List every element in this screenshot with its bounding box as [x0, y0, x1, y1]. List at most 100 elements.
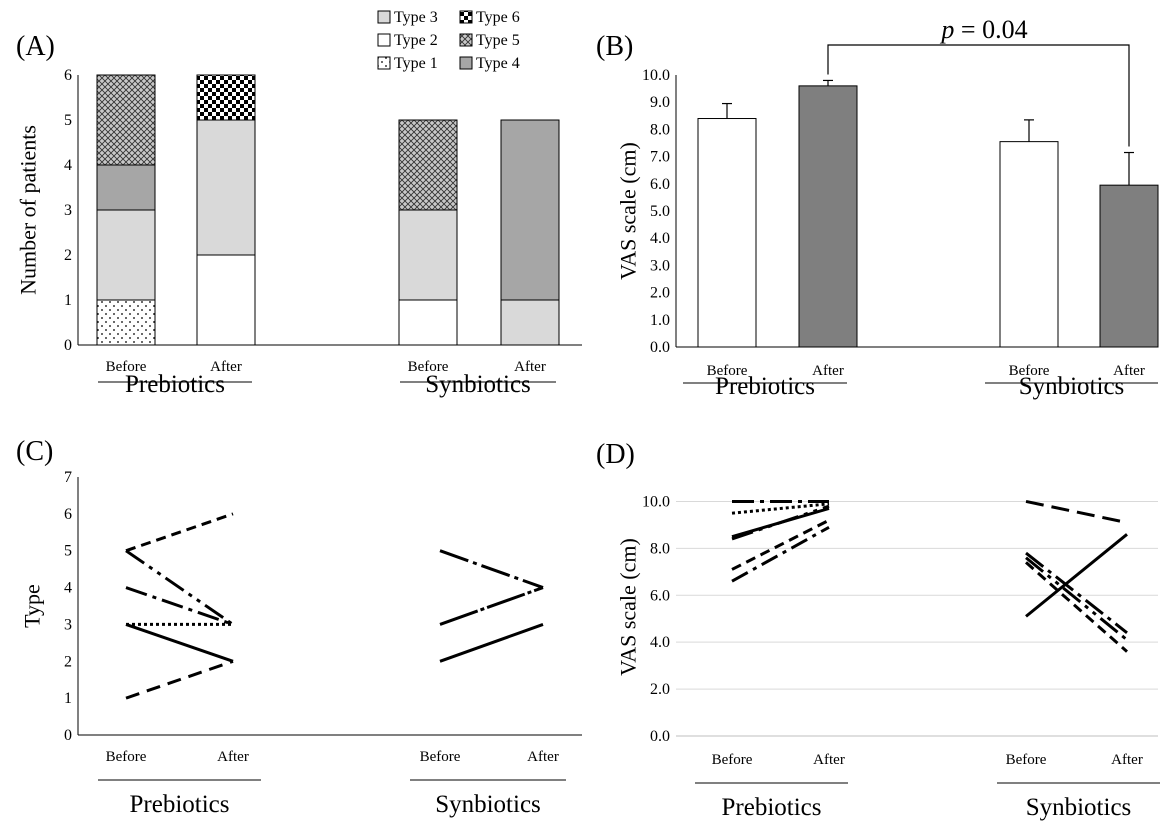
bar-segment-type-4: [96, 164, 156, 211]
x-category-label: Before: [712, 752, 753, 768]
bar-segment-type-5: [398, 119, 458, 211]
y-tick-label: 6: [64, 506, 72, 523]
p-value-annotation: p = 0.04: [939, 15, 1027, 44]
bar: [798, 85, 858, 348]
y-tick-label: 0.0: [650, 728, 670, 745]
legend-swatch: [377, 10, 391, 24]
group-label: Prebiotics: [722, 794, 822, 821]
legend-swatch: [459, 56, 473, 70]
y-tick-label: 6: [64, 67, 72, 84]
x-category-label: Before: [106, 359, 147, 375]
x-category-label: After: [217, 749, 249, 765]
y-tick-label: 2.0: [650, 285, 670, 302]
bar-segment-type-1: [96, 299, 156, 346]
legend-label: Type 1: [394, 55, 438, 72]
y-tick-label: 4: [64, 157, 72, 174]
bar-segment-type-5: [96, 74, 156, 166]
panel-b: (B) 0.0 1.0 2.0 3.0 4.0 5.0 6.0 7.0 8.0 9.0 10.0 VAS…: [596, 15, 1159, 400]
series-line: [731, 525, 830, 583]
bar-segment-type-3: [196, 119, 256, 256]
x-category-label: Before: [408, 359, 449, 375]
series-line: [1025, 533, 1128, 618]
x-category-label: After: [1113, 363, 1145, 379]
group-label: Synbiotics: [435, 791, 541, 818]
series-line: [731, 518, 830, 571]
series-line: [125, 549, 234, 626]
bar-segment-type-4: [500, 119, 560, 301]
series-line: [731, 502, 830, 515]
y-axis-title: Type: [20, 584, 45, 628]
series-line: [125, 659, 234, 700]
legend-label: Type 6: [476, 9, 520, 26]
group-label: Prebiotics: [130, 791, 230, 818]
panel-a: (A) 0 1 2 3 4 5 6 Number of patients Before After B…: [16, 9, 582, 398]
group-label: Prebiotics: [715, 373, 815, 400]
x-category-label: Before: [1006, 752, 1047, 768]
bar-segment-type-6: [196, 74, 256, 121]
x-category-label: Before: [420, 749, 461, 765]
panel-label: (D): [596, 439, 635, 470]
y-tick-label: 1: [64, 292, 72, 309]
y-tick-label: 1: [64, 690, 72, 707]
group-label: Prebiotics: [125, 371, 225, 398]
panel-label: (B): [596, 31, 633, 62]
x-category-label: After: [210, 359, 242, 375]
y-tick-label: 7.0: [650, 149, 670, 166]
y-tick-label: 2: [64, 247, 72, 264]
x-category-label: After: [812, 363, 844, 379]
significance-bracket: [827, 44, 1130, 147]
x-category-label: After: [527, 749, 559, 765]
y-tick-label: 1.0: [650, 312, 670, 329]
panel-d: (D) 0.0 2.0 4.0 6.0 8.0 10.0 VAS scale (cm) Befo…: [596, 439, 1160, 821]
bar-segment-type-3: [500, 299, 560, 346]
bar-segment-type-3: [96, 209, 156, 301]
series-line: [1025, 499, 1128, 525]
legend-swatch: [459, 33, 473, 47]
y-tick-label: 7: [64, 469, 72, 486]
y-tick-label: 8.0: [650, 121, 670, 138]
bar-segment-type-3: [398, 209, 458, 301]
bar: [1099, 184, 1159, 348]
y-tick-label: 3: [64, 202, 72, 219]
legend-swatch: [377, 33, 391, 47]
group-label: Synbiotics: [425, 371, 531, 398]
legend-label: Type 4: [476, 55, 520, 72]
bar-segment-type-2: [398, 299, 458, 346]
bar: [999, 141, 1059, 348]
y-tick-label: 2.0: [650, 681, 670, 698]
y-tick-label: 5.0: [650, 203, 670, 220]
legend-label: Type 5: [476, 32, 520, 49]
legend-label: Type 3: [394, 9, 438, 26]
x-category-label: Before: [707, 363, 748, 379]
y-tick-label: 4: [64, 580, 72, 597]
y-axis-title: VAS scale (cm): [616, 538, 641, 676]
legend-swatch: [377, 56, 391, 70]
y-axis-title: VAS scale (cm): [616, 142, 641, 280]
x-category-label: After: [1111, 752, 1143, 768]
y-tick-label: 4.0: [650, 230, 670, 247]
group-label: Synbiotics: [1026, 794, 1132, 821]
y-tick-label: 0: [64, 337, 72, 354]
y-tick-label: 10.0: [642, 493, 670, 510]
y-axis-title: Number of patients: [16, 125, 41, 295]
y-tick-label: 0: [64, 727, 72, 744]
series-line: [1025, 551, 1128, 634]
panel-label: (A): [16, 31, 55, 62]
y-tick-label: 5: [64, 112, 72, 129]
series-line: [439, 623, 544, 663]
y-tick-label: 2: [64, 653, 72, 670]
x-category-label: Before: [1009, 363, 1050, 379]
y-tick-label: 3.0: [650, 257, 670, 274]
y-tick-label: 3: [64, 616, 72, 633]
x-category-label: After: [813, 752, 845, 768]
series-line: [125, 623, 234, 663]
x-category-label: Before: [106, 749, 147, 765]
y-tick-label: 10.0: [642, 67, 670, 84]
series-line: [125, 586, 234, 626]
series-line: [439, 586, 544, 626]
series-line: [125, 512, 234, 553]
bar-segment-type-2: [196, 254, 256, 346]
p-value-symbol: p: [939, 15, 954, 44]
y-tick-label: 0.0: [650, 339, 670, 356]
